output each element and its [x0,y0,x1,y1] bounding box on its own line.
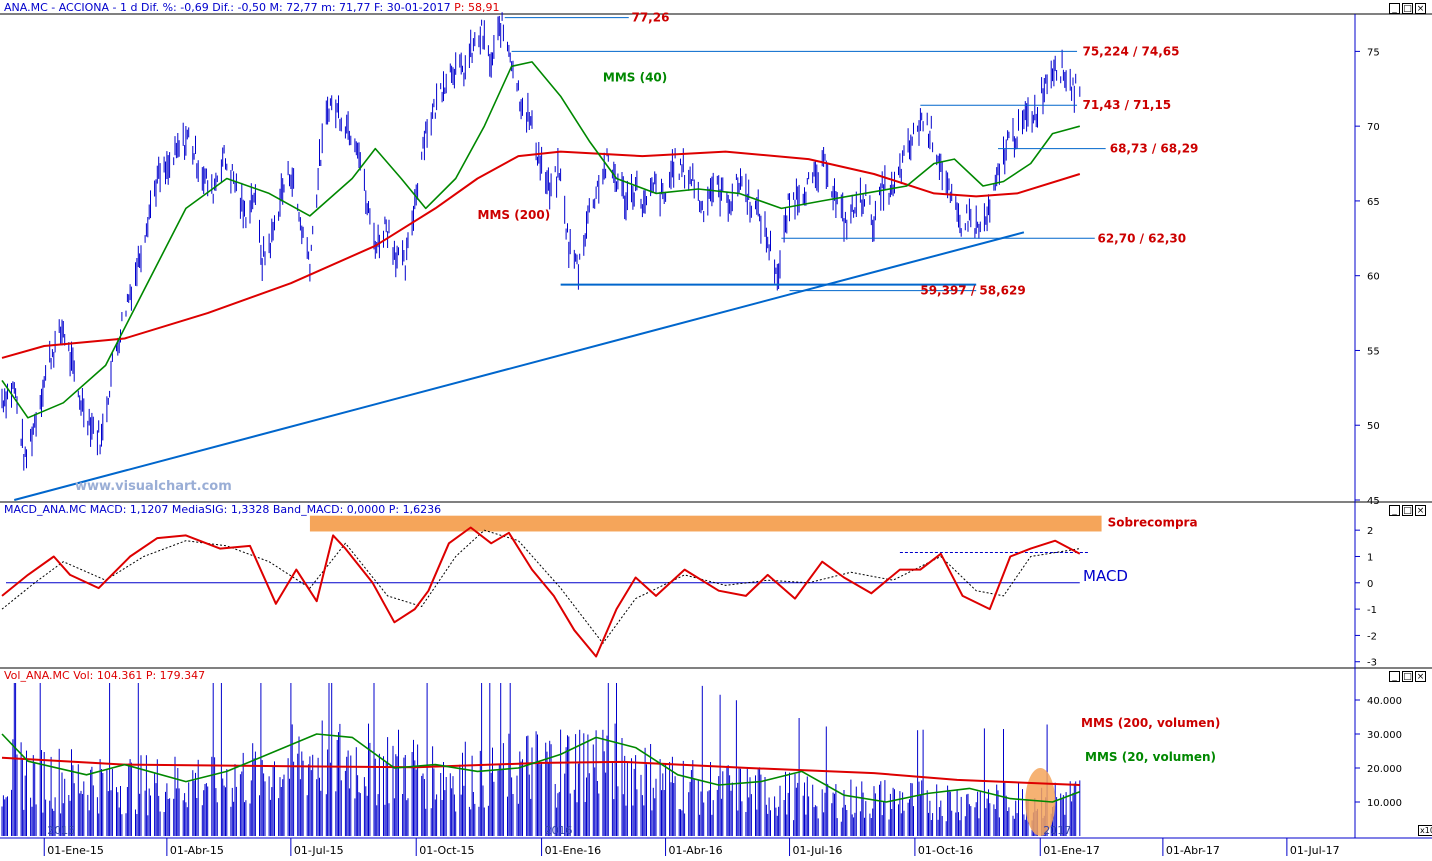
rising-trendline [14,231,1025,501]
x-tick-label: 01-Jul-17 [1290,844,1340,857]
level-label: 68,73 / 68,29 [1110,142,1199,156]
x-tick-label: 01-Jul-15 [294,844,344,857]
year-marker: 2016 [545,824,573,837]
mms40-line [1,61,1081,419]
x-tick-label: 01-Oct-15 [419,844,474,857]
macd-pane-label: MACD [1083,567,1128,585]
macd-y-tick-label: 0 [1367,579,1373,590]
x-tick-label: 01-Oct-16 [918,844,973,857]
ma-label: MMS (200) [478,208,551,222]
price-header-text: ANA.MC - ACCIONA - 1 d Dif. %: -0,69 Dif… [4,1,451,14]
year-marker: 2015 [47,824,75,837]
price-close-button[interactable]: × [1415,3,1426,14]
volume-mms20-line [1,733,1081,803]
price-pane-header: ANA.MC - ACCIONA - 1 d Dif. %: -0,69 Dif… [4,1,499,14]
volume-maximize-button[interactable]: □ [1402,671,1413,682]
volume-y-tick-label: 10.000 [1367,798,1402,809]
price-y-tick-label: 60 [1367,272,1380,283]
level-label: 77,26 [631,11,669,25]
year-marker: 2017 [1043,824,1071,837]
x-tick-label: 01-Ene-16 [545,844,602,857]
x-tick-label: 01-Ene-15 [47,844,104,857]
price-y-tick-label: 75 [1367,47,1380,58]
macd-y-tick-label: -3 [1367,658,1377,669]
macd-minimize-button[interactable]: _ [1389,505,1400,516]
volume-y-tick-label: 20.000 [1367,764,1402,775]
watermark: www.visualchart.com [75,479,232,494]
volume-mms200-label: MMS (200, volumen) [1081,716,1220,730]
volume-y-tick-label: 30.000 [1367,730,1402,741]
overbought-label: Sobrecompra [1108,516,1198,530]
macd-line [1,526,1081,658]
price-minimize-button[interactable]: _ [1389,3,1400,14]
volume-axis-multiplier: x10 [1418,825,1432,836]
price-y-tick-label: 55 [1367,346,1380,357]
level-label: 75,224 / 74,65 [1082,44,1179,58]
macd-y-tick-label: 1 [1367,552,1373,563]
price-y-tick-label: 50 [1367,421,1380,432]
volume-highlight [1025,768,1056,836]
price-maximize-button[interactable]: □ [1402,3,1413,14]
x-tick-label: 01-Jul-16 [793,844,843,857]
macd-y-tick-label: 2 [1367,526,1373,537]
x-tick-label: 01-Abr-15 [170,844,224,857]
overbought-band [309,515,1102,532]
macd-maximize-button[interactable]: □ [1402,505,1413,516]
price-y-tick-label: 70 [1367,122,1380,133]
volume-minimize-button[interactable]: _ [1389,671,1400,682]
volume-close-button[interactable]: × [1415,671,1426,682]
x-tick-label: 01-Ene-17 [1043,844,1100,857]
volume-header-text: Vol_ANA.MC Vol: 104.361 P: 179.347 [4,669,206,682]
level-label: 71,43 / 71,15 [1082,98,1171,112]
macd-signal-line [1,529,1080,644]
volume-mms200-line [1,756,1080,786]
volume-y-tick-label: 40.000 [1367,696,1402,707]
macd-close-button[interactable]: × [1415,505,1426,516]
price-header-last: P: 58,91 [454,1,500,14]
price-y-tick-label: 65 [1367,197,1380,208]
macd-header-text: MACD_ANA.MC MACD: 1,1207 MediaSIG: 1,332… [4,503,442,516]
x-tick-label: 01-Abr-16 [669,844,723,857]
mms200-line [1,150,1081,359]
macd-y-tick-label: -1 [1367,605,1377,616]
price-y-tick-label: 45 [1367,496,1380,507]
ma-label: MMS (40) [603,70,667,84]
volume-mms20-label: MMS (20, volumen) [1085,750,1216,764]
macd-y-tick-label: -2 [1367,631,1377,642]
x-tick-label: 01-Abr-17 [1166,844,1220,857]
level-label: 62,70 / 62,30 [1097,231,1186,245]
volume-pane-header: Vol_ANA.MC Vol: 104.361 P: 179.347 [4,669,205,682]
level-label: 59,397 / 58,629 [920,284,1025,298]
macd-pane-header: MACD_ANA.MC MACD: 1,1207 MediaSIG: 1,332… [4,503,441,516]
